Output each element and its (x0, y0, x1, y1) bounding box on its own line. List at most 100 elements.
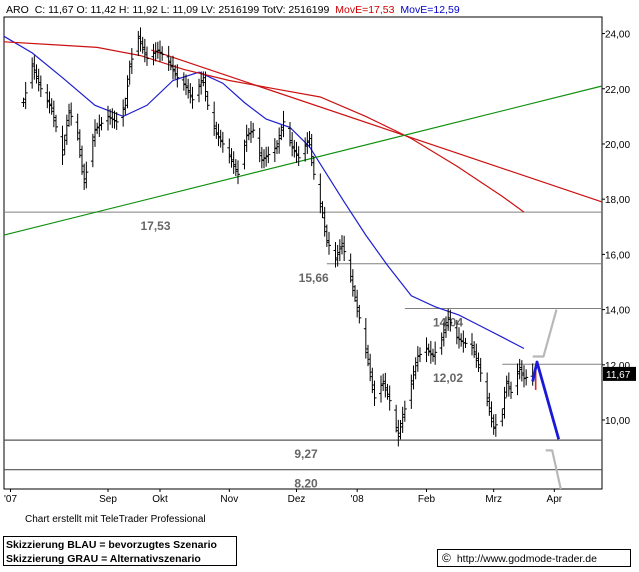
level-label-4: 9,27 (294, 447, 318, 461)
x-tick-label-0: '07 (4, 494, 17, 505)
price-bar (446, 308, 451, 331)
price-bar (478, 357, 483, 382)
price-chart: ARO C: 11,67 O: 11,42 H: 11,92 L: 11,09 … (3, 4, 636, 505)
y-tick-label-1: 12,00 (605, 361, 630, 372)
price-bar (190, 86, 195, 109)
svg-text:ARO C: 11,67 O: 11,42: ARO C: 11,67 O: 11,42 H: 11,92 L: 11,09 … (6, 4, 460, 16)
price-bar (424, 337, 429, 363)
price-bar (457, 327, 461, 349)
price-bar (272, 138, 277, 163)
price-bar (311, 156, 316, 180)
price-bar (413, 357, 418, 380)
scenario-legend: Skizzierung BLAU = bevorzugtes Szenario … (3, 536, 237, 566)
legend-blue: Skizzierung BLAU = bevorzugtes Szenario (6, 539, 217, 551)
ma-short-label: MovE=12,59 (400, 4, 459, 16)
price-bar (158, 40, 162, 62)
price-bar (236, 160, 240, 185)
y-tick-label-5: 20,00 (605, 140, 630, 151)
y-tick-label-6: 22,00 (605, 85, 630, 96)
price-bar (129, 48, 134, 74)
price-bar (47, 91, 52, 114)
axis-layer: 10,00 12,00 14,00 16,00 18,00 20,00 22,00 24,00… (4, 30, 636, 505)
lines-layer (3, 35, 603, 350)
level-label-5: 8,20 (294, 477, 318, 491)
price-bar (212, 101, 217, 136)
price-bar (275, 140, 279, 154)
symbol-label: ARO (6, 4, 29, 16)
price-bar (121, 99, 126, 127)
price-bar (415, 346, 420, 372)
price-bar (114, 112, 119, 130)
price-bar (168, 57, 173, 71)
price-bar (400, 406, 405, 433)
price-bar (290, 132, 295, 157)
price-bar (262, 149, 266, 169)
price-bar (77, 129, 82, 158)
scenario-path-1 (532, 309, 558, 358)
source-url: http://www.godmode-trader.de (456, 553, 597, 565)
price-bar (136, 30, 141, 56)
chart-credit: Chart erstellt mit TeleTrader Profession… (25, 514, 206, 525)
price-bar (411, 365, 416, 390)
price-bar (166, 45, 171, 71)
price-bar (470, 333, 474, 356)
level-label-3: 12,02 (433, 371, 463, 385)
price-bar (175, 64, 180, 88)
y-tick-label-4: 18,00 (605, 195, 630, 206)
price-bar (125, 75, 130, 109)
price-bar (259, 146, 264, 169)
y-tick-label-0: 10,00 (605, 416, 630, 427)
price-bar (23, 81, 28, 110)
series-line-3 (3, 85, 603, 236)
price-bar (318, 173, 323, 214)
x-tick-label-7: Mrz (485, 494, 502, 505)
price-bar (30, 57, 35, 89)
series-line-0 (3, 35, 525, 350)
price-bar (348, 253, 353, 283)
price-bar (75, 113, 80, 141)
price-bar (32, 55, 37, 80)
price-bar (51, 100, 56, 128)
price-bar (138, 27, 143, 52)
price-bar (294, 141, 299, 163)
price-bar (199, 71, 204, 95)
price-bar (474, 343, 479, 368)
price-bar (90, 133, 95, 168)
price-bar (54, 114, 58, 133)
price-bar (342, 235, 347, 262)
price-bar (205, 91, 210, 110)
price-bar (296, 146, 301, 167)
price-bar (155, 41, 160, 59)
price-bar (472, 341, 477, 358)
price-bar (355, 289, 360, 318)
chart-header: ARO C: 11,67 O: 11,42 H: 11,92 L: 11,09 … (6, 4, 460, 16)
price-bar (366, 344, 370, 367)
price-bar (426, 343, 431, 356)
source-link[interactable]: © http://www.godmode-trader.de (437, 549, 631, 567)
price-bar (67, 103, 71, 127)
price-bar (123, 97, 128, 115)
price-bar (184, 74, 188, 96)
price-bar (489, 401, 494, 428)
price-bar (309, 133, 314, 167)
price-bar (244, 124, 249, 152)
level-label-1: 15,66 (299, 271, 329, 285)
price-bar (281, 110, 286, 138)
price-bar (383, 372, 388, 398)
price-bar (257, 127, 262, 163)
price-bar (463, 337, 468, 348)
last-price-marker (603, 366, 636, 381)
price-bar (433, 341, 438, 365)
price-bar (227, 138, 232, 164)
price-bar (97, 114, 102, 137)
price-bar (188, 83, 193, 104)
price-bar (151, 43, 156, 66)
price-bar (38, 75, 43, 98)
x-tick-label-6: Feb (418, 494, 436, 505)
price-bar (36, 68, 41, 92)
price-bar (153, 42, 158, 62)
price-bar (82, 163, 87, 190)
price-bar (439, 332, 444, 355)
price-bar (145, 46, 149, 66)
